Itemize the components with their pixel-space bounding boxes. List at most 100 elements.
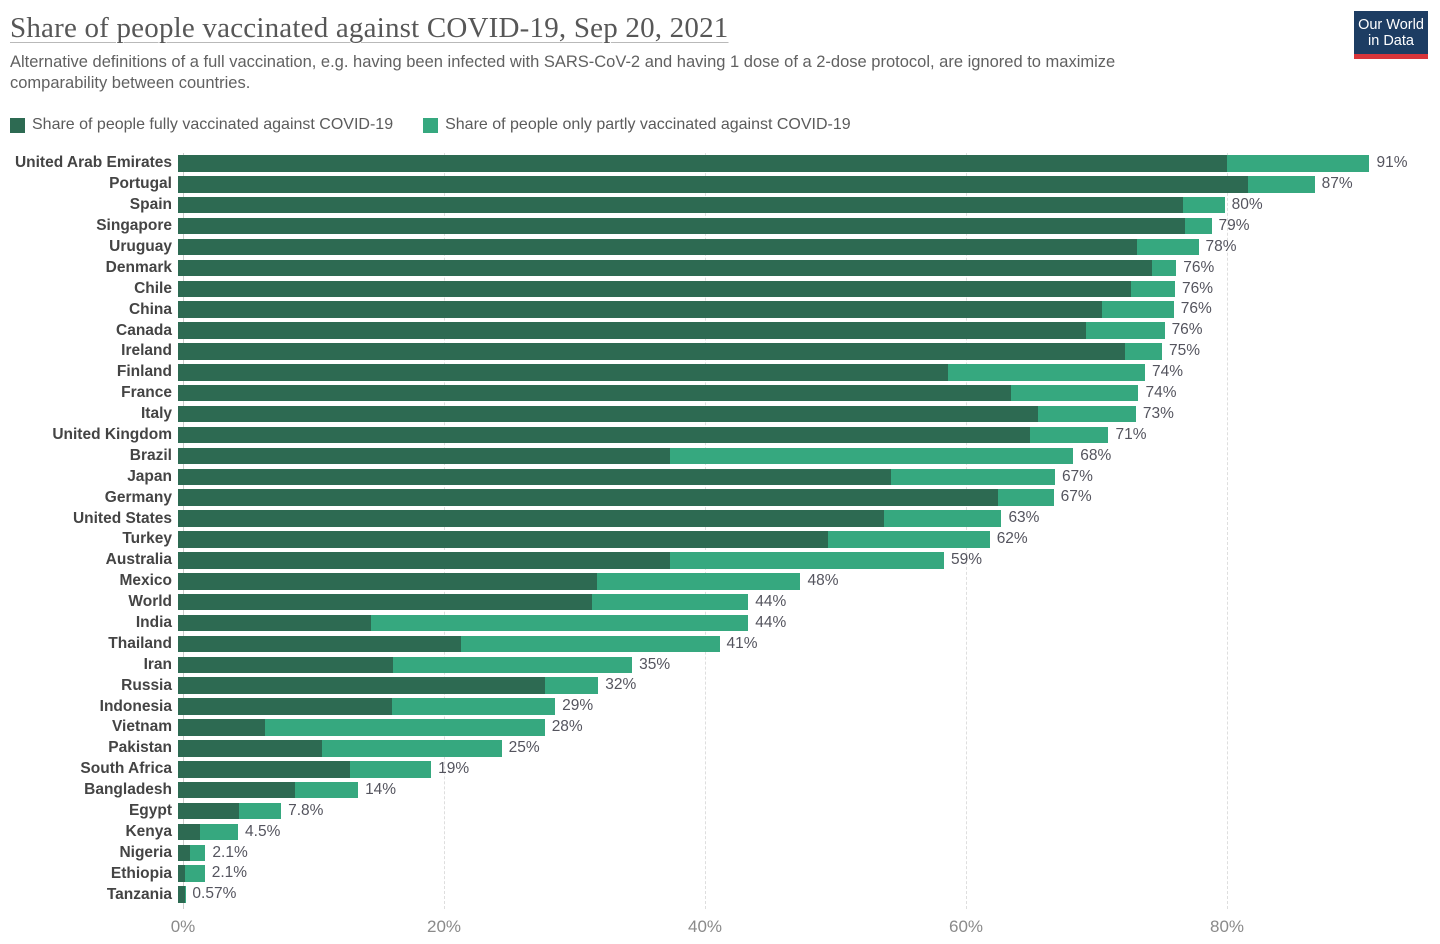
bar-segment-fully-vaccinated[interactable] [178, 238, 1138, 256]
chart-row: Vietnam 28% [0, 717, 1440, 738]
bar-segment-fully-vaccinated[interactable] [178, 489, 998, 506]
bar-segment-fully-vaccinated[interactable] [178, 447, 670, 465]
bar-segment-fully-vaccinated[interactable] [178, 802, 240, 820]
bar-segment-fully-vaccinated[interactable] [178, 844, 190, 862]
bar-segment-partly-vaccinated[interactable] [184, 865, 205, 882]
bar-segment-partly-vaccinated[interactable] [1227, 155, 1370, 172]
bar-total-label: 75% [1168, 342, 1200, 360]
bar-segment-fully-vaccinated[interactable] [178, 196, 1183, 214]
bar-segment-fully-vaccinated[interactable] [178, 531, 828, 548]
bar-segment-fully-vaccinated[interactable] [178, 593, 592, 611]
bar-track: 4.5% [178, 823, 1440, 841]
bar-segment-partly-vaccinated[interactable] [1086, 322, 1165, 339]
bar-segment-partly-vaccinated[interactable] [1125, 343, 1162, 360]
bar-segment-fully-vaccinated[interactable] [178, 719, 266, 736]
bar-segment-fully-vaccinated[interactable] [178, 217, 1186, 235]
bar-segment-partly-vaccinated[interactable] [1182, 196, 1225, 214]
bar-segment-partly-vaccinated[interactable] [184, 886, 186, 903]
country-label: Denmark [105, 258, 172, 276]
country-label: Chile [134, 279, 172, 297]
bar-segment-partly-vaccinated[interactable] [1037, 405, 1136, 423]
bar-segment-partly-vaccinated[interactable] [669, 447, 1074, 465]
bar-segment-partly-vaccinated[interactable] [544, 677, 599, 694]
bar-segment-fully-vaccinated[interactable] [178, 155, 1228, 172]
chart-row: France 74% [0, 383, 1440, 404]
bar-segment-partly-vaccinated[interactable] [1137, 238, 1199, 256]
bar-segment-partly-vaccinated[interactable] [1185, 217, 1212, 235]
bar-segment-partly-vaccinated[interactable] [200, 823, 239, 841]
country-label: Egypt [128, 802, 172, 820]
bar-segment-partly-vaccinated[interactable] [1101, 301, 1174, 318]
bar-segment-partly-vaccinated[interactable] [997, 489, 1054, 506]
bar-segment-fully-vaccinated[interactable] [178, 761, 351, 778]
bar-segment-partly-vaccinated[interactable] [265, 719, 545, 736]
bar-segment-fully-vaccinated[interactable] [178, 740, 322, 757]
bar-segment-partly-vaccinated[interactable] [884, 510, 1002, 527]
bar-segment-fully-vaccinated[interactable] [178, 301, 1102, 318]
chart-row: Portugal 87% [0, 174, 1440, 195]
bar-segment-fully-vaccinated[interactable] [178, 656, 394, 674]
bar-segment-fully-vaccinated[interactable] [178, 510, 884, 527]
bar-segment-fully-vaccinated[interactable] [178, 259, 1152, 277]
bar-segment-fully-vaccinated[interactable] [178, 823, 201, 841]
bar-segment-partly-vaccinated[interactable] [947, 364, 1145, 381]
bar-total-label: 2.1% [211, 864, 248, 882]
bar-segment-partly-vaccinated[interactable] [392, 698, 556, 715]
bar-segment-fully-vaccinated[interactable] [178, 886, 185, 903]
bar-segment-fully-vaccinated[interactable] [178, 614, 372, 632]
bar-segment-partly-vaccinated[interactable] [1151, 259, 1177, 277]
country-label: Portugal [109, 175, 172, 193]
owid-logo[interactable]: Our World in Data [1354, 11, 1428, 59]
bar-segment-fully-vaccinated[interactable] [178, 322, 1087, 339]
bar-segment-fully-vaccinated[interactable] [178, 280, 1131, 298]
bar-segment-fully-vaccinated[interactable] [178, 343, 1126, 360]
bar-segment-partly-vaccinated[interactable] [1130, 280, 1175, 298]
bar-segment-fully-vaccinated[interactable] [178, 468, 891, 486]
bar-segment-partly-vaccinated[interactable] [1010, 384, 1139, 402]
bar-segment-partly-vaccinated[interactable] [890, 468, 1055, 486]
country-label: Australia [105, 551, 172, 569]
bar-segment-partly-vaccinated[interactable] [321, 740, 502, 757]
bar-segment-partly-vaccinated[interactable] [669, 552, 945, 569]
bar-segment-partly-vaccinated[interactable] [1030, 426, 1109, 444]
bar-total-label: 73% [1142, 404, 1174, 422]
bar-rows: United Arab Emirates 91% Portugal 87% Spain 8… [0, 153, 1440, 905]
country-label: Russia [121, 676, 172, 694]
country-label: Brazil [129, 446, 172, 464]
legend-item-partly: Share of people only partly vaccinated a… [423, 116, 851, 134]
bar-segment-fully-vaccinated[interactable] [178, 364, 948, 381]
bar-segment-fully-vaccinated[interactable] [178, 552, 670, 569]
bar-track: 74% [178, 364, 1440, 381]
bar-segment-partly-vaccinated[interactable] [350, 761, 432, 778]
chart-row: South Africa 19% [0, 759, 1440, 780]
bar-total-label: 79% [1218, 216, 1250, 234]
bar-track: 67% [178, 489, 1440, 506]
bar-segment-partly-vaccinated[interactable] [596, 573, 801, 590]
bar-segment-fully-vaccinated[interactable] [178, 384, 1011, 402]
owid-logo-line2: in Data [1368, 33, 1414, 49]
bar-segment-partly-vaccinated[interactable] [591, 593, 749, 611]
bar-segment-partly-vaccinated[interactable] [827, 531, 990, 548]
chart-row: Germany 67% [0, 487, 1440, 508]
bar-segment-fully-vaccinated[interactable] [178, 176, 1249, 193]
bar-segment-partly-vaccinated[interactable] [371, 614, 749, 632]
bar-track: 80% [178, 196, 1440, 214]
bar-segment-fully-vaccinated[interactable] [178, 635, 462, 653]
bar-segment-partly-vaccinated[interactable] [461, 635, 720, 653]
chart-title[interactable]: Share of people vaccinated against COVID… [10, 12, 729, 44]
chart-row: United States 63% [0, 508, 1440, 529]
bar-segment-fully-vaccinated[interactable] [178, 426, 1031, 444]
bar-segment-partly-vaccinated[interactable] [1248, 176, 1315, 193]
bar-segment-fully-vaccinated[interactable] [178, 865, 185, 882]
bar-segment-partly-vaccinated[interactable] [393, 656, 633, 674]
bar-segment-fully-vaccinated[interactable] [178, 677, 545, 694]
bar-track: 14% [178, 781, 1440, 799]
bar-segment-fully-vaccinated[interactable] [178, 405, 1038, 423]
bar-segment-fully-vaccinated[interactable] [178, 698, 393, 715]
bar-segment-partly-vaccinated[interactable] [295, 781, 359, 799]
bar-segment-partly-vaccinated[interactable] [239, 802, 282, 820]
bar-segment-partly-vaccinated[interactable] [189, 844, 206, 862]
bar-segment-fully-vaccinated[interactable] [178, 573, 597, 590]
bar-segment-fully-vaccinated[interactable] [178, 781, 296, 799]
chart-row: Australia 59% [0, 550, 1440, 571]
